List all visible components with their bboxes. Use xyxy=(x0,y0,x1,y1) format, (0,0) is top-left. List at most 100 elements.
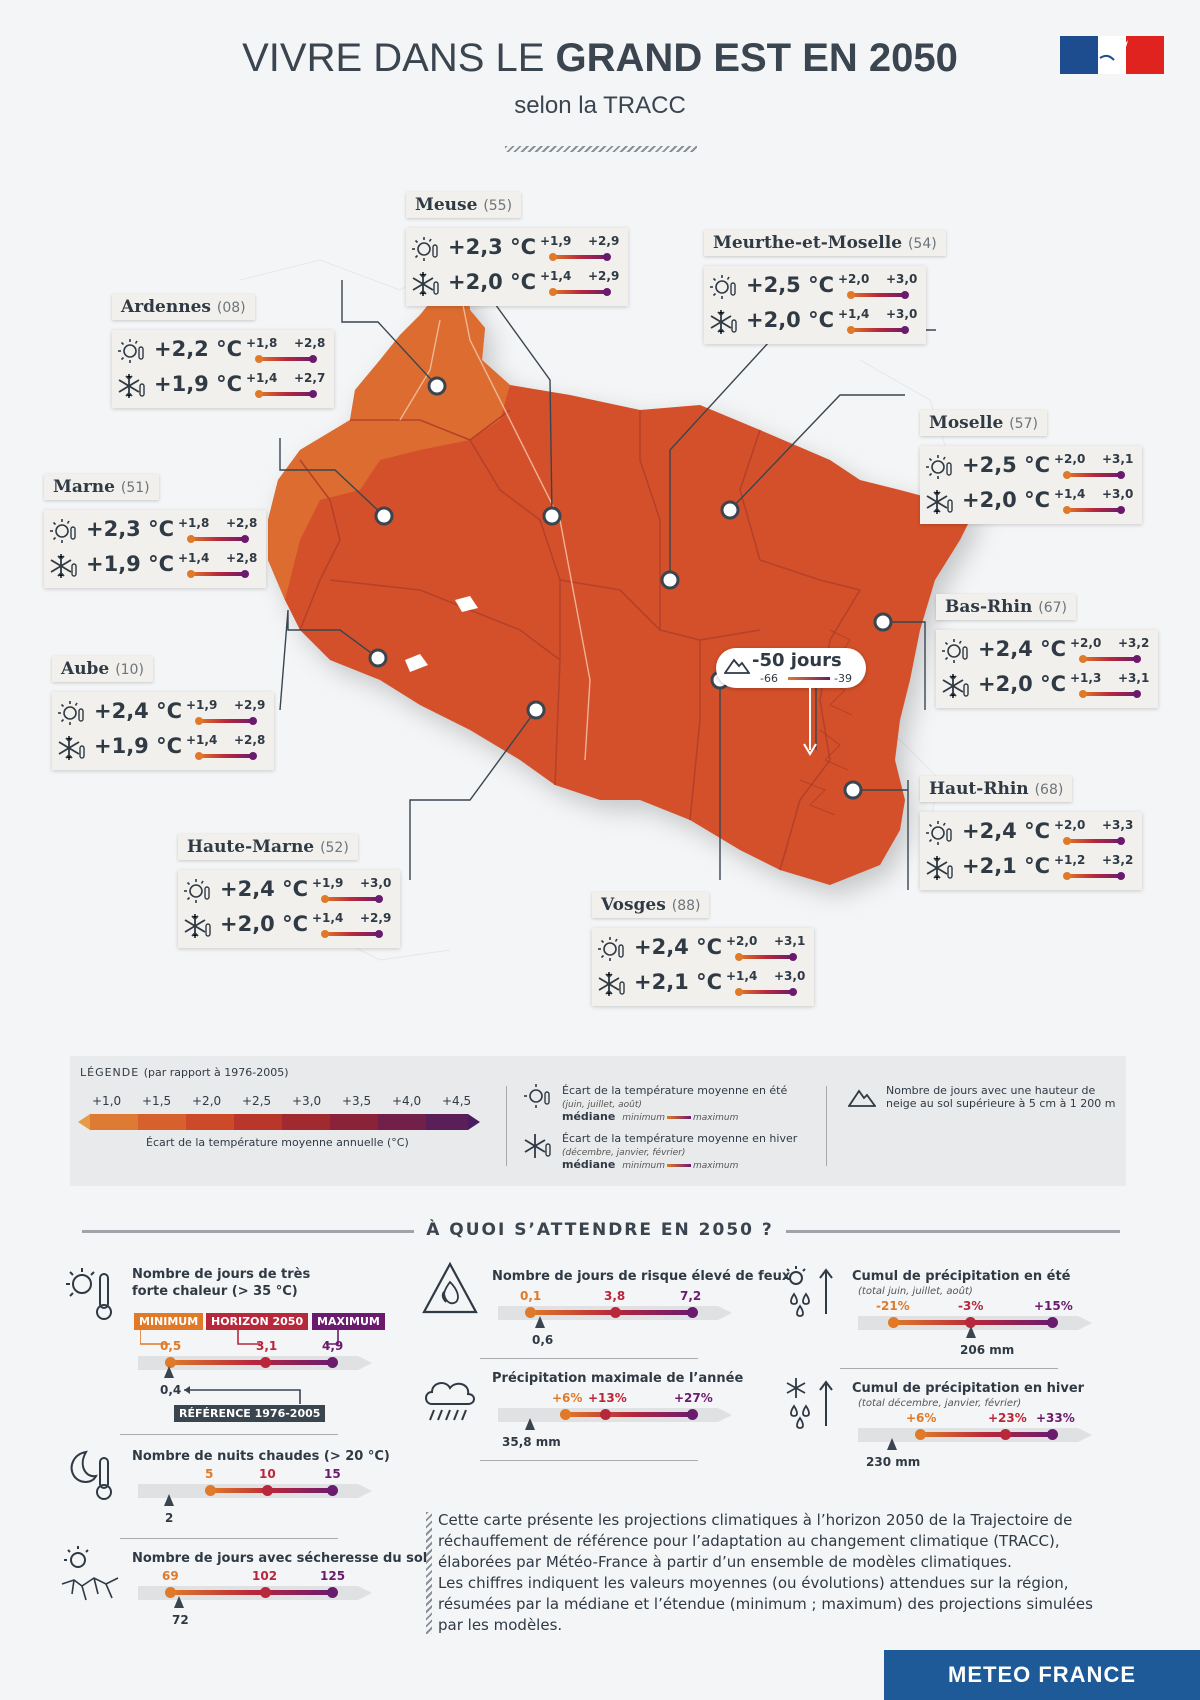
pin-ardennes xyxy=(427,376,447,396)
winterprecip-sub: (total décembre, janvier, février) xyxy=(858,1398,1022,1409)
pin-marne xyxy=(374,506,394,526)
snowflake-thermometer-icon xyxy=(598,972,625,996)
sun-thermometer-icon xyxy=(942,639,968,663)
title-light: VIVRE DANS LE xyxy=(242,36,556,80)
page-subtitle: selon la TRACC xyxy=(514,92,686,119)
pin-hautemarne xyxy=(526,700,546,720)
sun-thermometer-icon xyxy=(598,937,624,961)
pin-moselle xyxy=(720,500,740,520)
sun-thermometer-icon xyxy=(50,519,76,543)
snow-days-badge: -50 jours -66 -39 xyxy=(716,648,866,688)
winterprecip-title: Cumul de précipitation en hiver xyxy=(852,1381,1085,1396)
snow-raindrops-icon xyxy=(786,1378,833,1429)
pin-meuse xyxy=(542,506,562,526)
legend-scale-caption: Écart de la température moyenne annuelle… xyxy=(146,1136,409,1149)
snow-min: -66 xyxy=(760,672,778,685)
department-borders xyxy=(299,409,861,871)
ref-connector xyxy=(184,1386,301,1404)
dept-name: Haut-Rhin (68) xyxy=(920,776,1073,802)
mountain-snow-icon xyxy=(724,658,750,674)
snowflake-thermometer-icon xyxy=(58,736,85,760)
nights-title: Nombre de nuits chaudes (> 20 °C) xyxy=(132,1449,390,1464)
pin-meurthe xyxy=(660,570,680,590)
sun-thermometer-icon xyxy=(58,701,84,725)
department-pins xyxy=(368,376,893,800)
heat-range-bar xyxy=(170,1360,332,1365)
sun-raindrops-icon xyxy=(784,1266,833,1317)
sun-thermometer-icon xyxy=(926,821,952,845)
dept-name: Meuse (55) xyxy=(406,192,522,218)
legend-panel: LÉGENDE (par rapport à 1976-2005) +1,0 +… xyxy=(70,1056,1126,1186)
legend-summer: Écart de la température moyenne en été (… xyxy=(562,1084,788,1123)
fire-risk-icon xyxy=(422,1261,478,1314)
region-map xyxy=(239,259,1001,961)
dept-name: Haute-Marne (52) xyxy=(178,834,358,860)
rivers xyxy=(399,289,591,761)
tag-minimum: MINIMUM xyxy=(134,1313,204,1330)
snow-arrow xyxy=(803,688,817,756)
leader-lines xyxy=(279,280,936,890)
sun-cracked-soil-icon xyxy=(61,1546,119,1601)
tag-maximum: MAXIMUM xyxy=(312,1313,385,1330)
lakes xyxy=(405,596,478,672)
heat-title: Nombre de jours de très forte chaleur (> … xyxy=(132,1267,311,1299)
sun-thermometer-icon xyxy=(66,1268,112,1320)
dept-name: Vosges (88) xyxy=(592,892,710,918)
moon-thermometer-icon xyxy=(70,1450,112,1500)
snowflake-thermometer-icon xyxy=(184,914,211,938)
meteo-france-logo: METEO FRANCE xyxy=(884,1650,1200,1700)
dept-name: Ardennes (08) xyxy=(112,294,255,320)
dept-name: Bas-Rhin (67) xyxy=(936,594,1076,620)
legend-winter: Écart de la température moyenne en hiver… xyxy=(562,1132,798,1171)
region-light-patch xyxy=(268,276,510,600)
snowflake-thermometer-icon xyxy=(942,674,969,698)
summerprecip-sub: (total juin, juillet, août) xyxy=(858,1286,973,1297)
dept-name: Aube (10) xyxy=(52,656,153,682)
snowflake-thermometer-icon xyxy=(412,272,439,296)
tag-reference: RÉFÉRENCE 1976-2005 xyxy=(174,1405,326,1422)
legend-snow: Nombre de jours avec une hauteur de neig… xyxy=(886,1084,1116,1110)
section-title: À QUOI S’ATTENDRE EN 2050 ? xyxy=(426,1220,774,1240)
snow-range-bar xyxy=(788,677,830,680)
summerprecip-title: Cumul de précipitation en été xyxy=(852,1269,1071,1284)
snowflake-thermometer-icon xyxy=(118,374,145,398)
sun-thermometer-icon xyxy=(524,1084,550,1108)
heat-ref-mark xyxy=(164,1366,174,1378)
maxprecip-title: Précipitation maximale de l’année xyxy=(492,1371,744,1386)
title-bold: GRAND EST EN 2050 xyxy=(555,36,958,80)
fire-title: Nombre de jours de risque élevé de feux xyxy=(492,1269,791,1284)
snowflake-thermometer-icon xyxy=(50,554,77,578)
sun-thermometer-icon xyxy=(184,879,210,903)
dept-name: Meurthe-et-Moselle (54) xyxy=(704,230,946,256)
marianne-logo-icon xyxy=(1060,36,1164,74)
pin-hautrhin xyxy=(843,780,863,800)
snow-value: -50 jours xyxy=(752,650,842,671)
winterprecip-range-bar xyxy=(920,1432,1052,1437)
sun-thermometer-icon xyxy=(118,339,144,363)
tag-connectors xyxy=(140,1330,339,1345)
vosges-relief xyxy=(799,629,861,816)
legend-ticks: +1,0 +1,5 +2,0 +2,5 +3,0 +3,5 +4,0 +4,5 xyxy=(92,1094,472,1108)
heat-max-dot xyxy=(327,1357,338,1368)
drought-range-bar xyxy=(170,1590,332,1595)
snowflake-thermometer-icon xyxy=(524,1134,551,1158)
tag-horizon: HORIZON 2050 xyxy=(206,1313,309,1330)
maxprecip-range-bar xyxy=(565,1412,692,1417)
legend-title: LÉGENDE (par rapport à 1976-2005) xyxy=(80,1066,289,1079)
snowflake-thermometer-icon xyxy=(926,490,953,514)
snowflake-thermometer-icon xyxy=(926,856,953,880)
heat-med-dot xyxy=(260,1357,271,1368)
mountain-snow-icon xyxy=(848,1089,876,1107)
sun-thermometer-icon xyxy=(926,455,952,479)
drought-title: Nombre de jours avec sécheresse du sol xyxy=(132,1551,428,1566)
pin-aube xyxy=(368,648,388,668)
snow-max: -39 xyxy=(834,672,852,685)
dept-name: Marne (51) xyxy=(44,474,159,500)
snowflake-thermometer-icon xyxy=(710,310,737,334)
pin-basrhin xyxy=(873,612,893,632)
sun-thermometer-icon xyxy=(710,275,736,299)
description-text: Cette carte présente les projections cli… xyxy=(438,1511,1093,1634)
heat-min-dot xyxy=(165,1357,176,1368)
rain-cloud-icon xyxy=(425,1382,475,1421)
